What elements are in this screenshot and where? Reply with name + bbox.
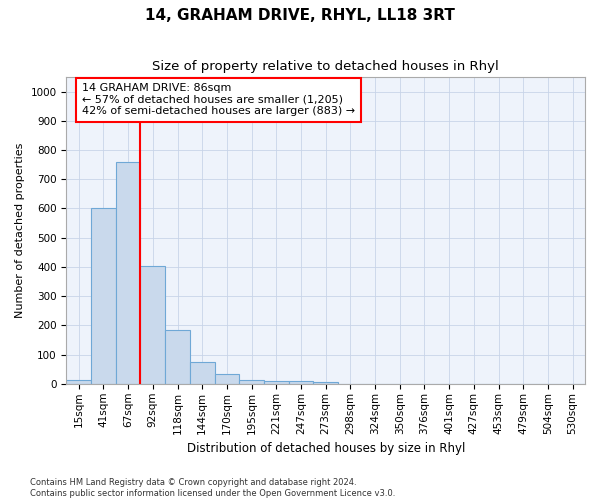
Bar: [313, 382, 338, 384]
Text: 14 GRAHAM DRIVE: 86sqm
← 57% of detached houses are smaller (1,205)
42% of semi-: 14 GRAHAM DRIVE: 86sqm ← 57% of detached…: [82, 83, 355, 116]
Bar: [215, 374, 239, 384]
Bar: [289, 381, 313, 384]
Bar: [165, 330, 190, 384]
Bar: [116, 162, 140, 384]
Bar: [140, 266, 165, 384]
Text: 14, GRAHAM DRIVE, RHYL, LL18 3RT: 14, GRAHAM DRIVE, RHYL, LL18 3RT: [145, 8, 455, 22]
Bar: [239, 380, 264, 384]
Bar: [67, 380, 91, 384]
Bar: [91, 208, 116, 384]
Title: Size of property relative to detached houses in Rhyl: Size of property relative to detached ho…: [152, 60, 499, 73]
Y-axis label: Number of detached properties: Number of detached properties: [15, 142, 25, 318]
X-axis label: Distribution of detached houses by size in Rhyl: Distribution of detached houses by size …: [187, 442, 465, 455]
Bar: [264, 381, 289, 384]
Text: Contains HM Land Registry data © Crown copyright and database right 2024.
Contai: Contains HM Land Registry data © Crown c…: [30, 478, 395, 498]
Bar: [190, 362, 215, 384]
